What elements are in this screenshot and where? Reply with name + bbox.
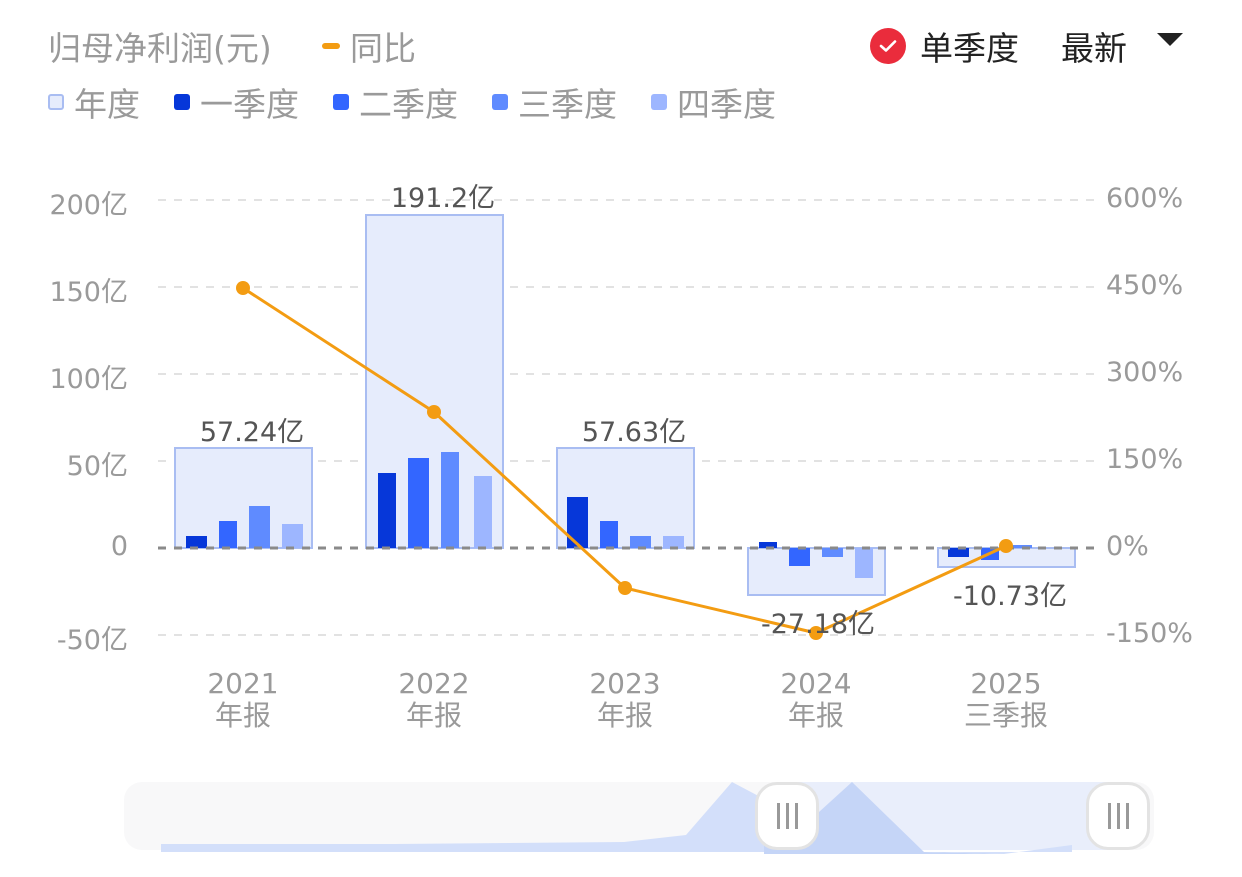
y-axis-right-tick: 0% [1106, 531, 1149, 562]
x-label-year: 2022 [398, 667, 470, 700]
period-dropdown[interactable]: 最新 [1061, 29, 1127, 68]
value-label: 57.63亿 [581, 417, 687, 448]
y-axis-left-tick: 200亿 [49, 190, 128, 221]
dropdown-triangle-icon[interactable] [1157, 32, 1183, 46]
y-axis-right-tick: 450% [1106, 270, 1184, 301]
legend: 年度 一季度 二季度 三季度 四季度 [48, 78, 810, 126]
legend-label: 三季度 [518, 85, 617, 124]
legend-item-q1[interactable]: 一季度 [174, 78, 299, 126]
y-axis-left-tick: -50亿 [56, 625, 128, 656]
legend-label: 年度 [74, 85, 140, 124]
x-label-type: 年报 [214, 699, 271, 732]
x-label-year: 2021 [207, 667, 279, 700]
y-axis-left-tick: 150亿 [49, 277, 128, 308]
slider-preview [161, 782, 1118, 854]
x-axis-label: 2024 年报 [746, 668, 886, 732]
y-axis-right-tick: 600% [1106, 183, 1184, 214]
value-label: 191.2亿 [390, 183, 496, 214]
x-label-type: 年报 [787, 699, 844, 732]
slider-end-handle[interactable] [1086, 782, 1150, 850]
y-axis-right-tick: -150% [1106, 618, 1193, 649]
x-axis-label: 2021 年报 [173, 668, 313, 732]
x-label-year: 2024 [780, 667, 852, 700]
x-axis-label: 2025 三季报 [936, 668, 1076, 732]
legend-label: 一季度 [200, 85, 299, 124]
legend-item-yoy[interactable]: 同比 [322, 22, 416, 70]
legend-item-q3[interactable]: 三季度 [492, 78, 617, 126]
annual-swatch-icon [48, 94, 64, 110]
q1-swatch-icon [174, 94, 190, 110]
x-label-year: 2025 [970, 667, 1042, 700]
value-label: -27.18亿 [760, 609, 876, 640]
y-axis-right-tick: 300% [1106, 357, 1184, 388]
single-quarter-toggle[interactable]: 单季度 [920, 29, 1019, 68]
x-label-year: 2023 [589, 667, 661, 700]
y-axis-left-tick: 50亿 [66, 451, 128, 482]
legend-label-yoy: 同比 [350, 29, 416, 68]
y-axis-left-tick: 0 [110, 531, 128, 562]
value-label: -10.73亿 [952, 581, 1068, 612]
value-label: 57.24亿 [199, 417, 305, 448]
q2-swatch-icon [333, 94, 349, 110]
x-label-type: 年报 [596, 699, 653, 732]
line-swatch-icon [322, 43, 340, 49]
annual-bars [174, 214, 1076, 596]
legend-item-q4[interactable]: 四季度 [651, 78, 776, 126]
slider-start-handle[interactable] [755, 782, 819, 850]
checkbox-checked-icon[interactable] [870, 28, 906, 64]
x-label-type: 三季报 [963, 699, 1048, 732]
x-label-type: 年报 [405, 699, 462, 732]
q4-swatch-icon [651, 94, 667, 110]
grip-lines-icon [776, 803, 798, 829]
chart-title: 归母净利润(元) [48, 29, 272, 68]
legend-item-annual[interactable]: 年度 [48, 78, 140, 126]
x-axis-label: 2022 年报 [364, 668, 504, 732]
legend-item-q2[interactable]: 二季度 [333, 78, 458, 126]
x-axis-label: 2023 年报 [555, 668, 695, 732]
y-axis-right-tick: 150% [1106, 444, 1184, 475]
y-axis-left-tick: 100亿 [49, 364, 128, 395]
chart-controls: 单季度 最新 [870, 22, 1183, 70]
q3-swatch-icon [492, 94, 508, 110]
grip-lines-icon [1107, 803, 1129, 829]
legend-label: 四季度 [677, 85, 776, 124]
legend-label: 二季度 [359, 85, 458, 124]
